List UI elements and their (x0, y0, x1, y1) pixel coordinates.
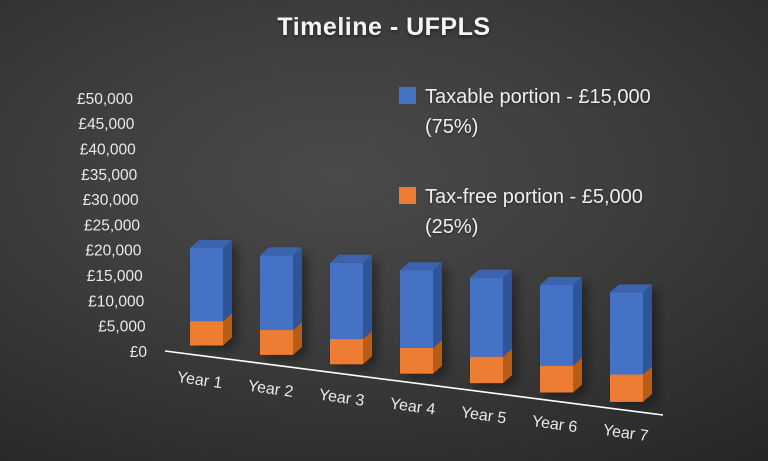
bar-group-year-6 (540, 277, 582, 393)
y-axis-tick-label: £35,000 (81, 167, 137, 184)
bar-top-face (190, 240, 232, 248)
bar-segment-front (260, 255, 293, 331)
bar-segment-side (293, 322, 302, 355)
y-axis-tick-label: £50,000 (77, 91, 133, 108)
bar-segment-side (293, 247, 302, 331)
bar-top-face (400, 262, 442, 271)
y-axis-tick-label: £10,000 (88, 293, 144, 310)
bar-segment-front (400, 270, 433, 348)
bar-segment-front (540, 365, 573, 393)
bar-group-year-4 (400, 262, 442, 374)
bar-top-face (260, 247, 302, 256)
bar-segment-front (190, 321, 223, 346)
x-axis-category-label: Year 2 (247, 378, 295, 401)
y-axis-tick-label: £25,000 (84, 217, 140, 234)
bar-segment-front (470, 356, 503, 384)
bar-segment-front (330, 262, 363, 339)
x-axis-category-label: Year 4 (389, 395, 437, 418)
bar-segment-front (260, 330, 293, 355)
y-axis-tick-label: £30,000 (83, 192, 139, 209)
bar-segment-side (573, 357, 582, 393)
bar-top-face (540, 277, 582, 285)
y-axis-tick-label: £40,000 (80, 141, 136, 158)
y-axis-tick-label: £45,000 (78, 116, 134, 133)
x-axis-line (164, 350, 664, 416)
bar-segment-side (433, 262, 442, 348)
bar-group-year-5 (470, 269, 512, 384)
bar-segment-front (400, 347, 433, 374)
bar-group-year-7 (610, 284, 652, 402)
bar-top-face (610, 284, 652, 293)
x-axis-category-label: Year 3 (318, 387, 366, 410)
bar-group-year-3 (330, 254, 372, 365)
bar-segment-side (223, 313, 232, 346)
y-axis-tick-label: £20,000 (85, 243, 141, 260)
bar-segment-side (363, 254, 372, 339)
bar-top-face (470, 269, 512, 278)
bar-segment-side (573, 277, 582, 366)
bar-segment-front (190, 248, 223, 322)
x-axis-category-label: Year 1 (176, 369, 224, 392)
bar-segment-side (643, 366, 652, 402)
x-axis-category-label: Year 6 (531, 413, 579, 436)
bar-segment-front (470, 277, 503, 357)
bar-group-year-1 (190, 240, 232, 346)
bar-segment-side (643, 284, 652, 375)
y-axis-tick-label: £0 (130, 344, 148, 361)
bar-segment-side (433, 339, 442, 374)
bar-segment-front (330, 338, 363, 365)
y-axis-tick-label: £15,000 (87, 268, 143, 285)
bar-segment-front (540, 285, 573, 366)
bar-segment-side (503, 348, 512, 384)
y-axis-tick-label: £5,000 (98, 319, 146, 336)
bar-segment-side (223, 240, 232, 322)
x-axis-category-label: Year 5 (460, 404, 508, 427)
bar-segment-front (610, 374, 643, 402)
bar-segment-side (503, 269, 512, 357)
bar-segment-front (610, 292, 643, 375)
chart-title: Timeline - UFPLS (277, 13, 491, 41)
bar-segment-side (363, 330, 372, 365)
bar-top-face (330, 254, 372, 263)
bar-group-year-2 (260, 247, 302, 355)
x-axis-category-label: Year 7 (602, 422, 650, 445)
